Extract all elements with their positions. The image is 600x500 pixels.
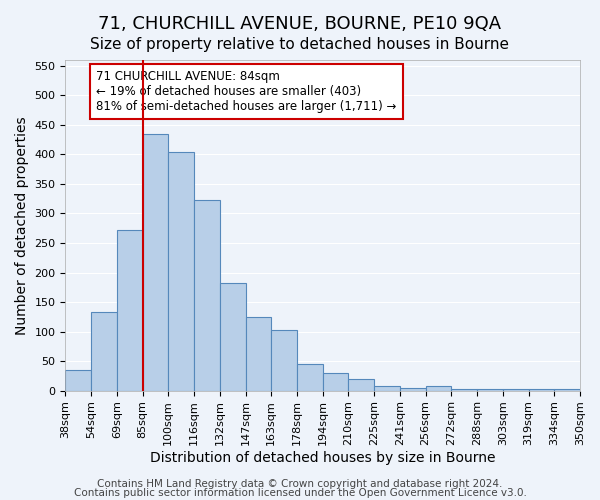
Y-axis label: Number of detached properties: Number of detached properties xyxy=(15,116,29,334)
Bar xyxy=(323,373,349,390)
Bar xyxy=(554,389,580,390)
Text: 71 CHURCHILL AVENUE: 84sqm
← 19% of detached houses are smaller (403)
81% of sem: 71 CHURCHILL AVENUE: 84sqm ← 19% of deta… xyxy=(96,70,397,113)
Bar xyxy=(117,230,143,390)
Bar xyxy=(220,283,245,391)
Bar xyxy=(374,386,400,390)
Text: Contains public sector information licensed under the Open Government Licence v3: Contains public sector information licen… xyxy=(74,488,526,498)
Bar xyxy=(169,152,194,390)
Text: Contains HM Land Registry data © Crown copyright and database right 2024.: Contains HM Land Registry data © Crown c… xyxy=(97,479,503,489)
Text: Size of property relative to detached houses in Bourne: Size of property relative to detached ho… xyxy=(91,38,509,52)
Bar xyxy=(451,389,477,390)
Bar xyxy=(245,317,271,390)
Bar xyxy=(349,379,374,390)
Bar xyxy=(271,330,297,390)
Bar xyxy=(143,134,169,390)
Bar xyxy=(91,312,117,390)
Text: 71, CHURCHILL AVENUE, BOURNE, PE10 9QA: 71, CHURCHILL AVENUE, BOURNE, PE10 9QA xyxy=(98,15,502,33)
Bar xyxy=(400,388,425,390)
Bar xyxy=(425,386,451,390)
Bar xyxy=(65,370,91,390)
Bar xyxy=(194,200,220,390)
Bar xyxy=(297,364,323,390)
X-axis label: Distribution of detached houses by size in Bourne: Distribution of detached houses by size … xyxy=(150,451,496,465)
